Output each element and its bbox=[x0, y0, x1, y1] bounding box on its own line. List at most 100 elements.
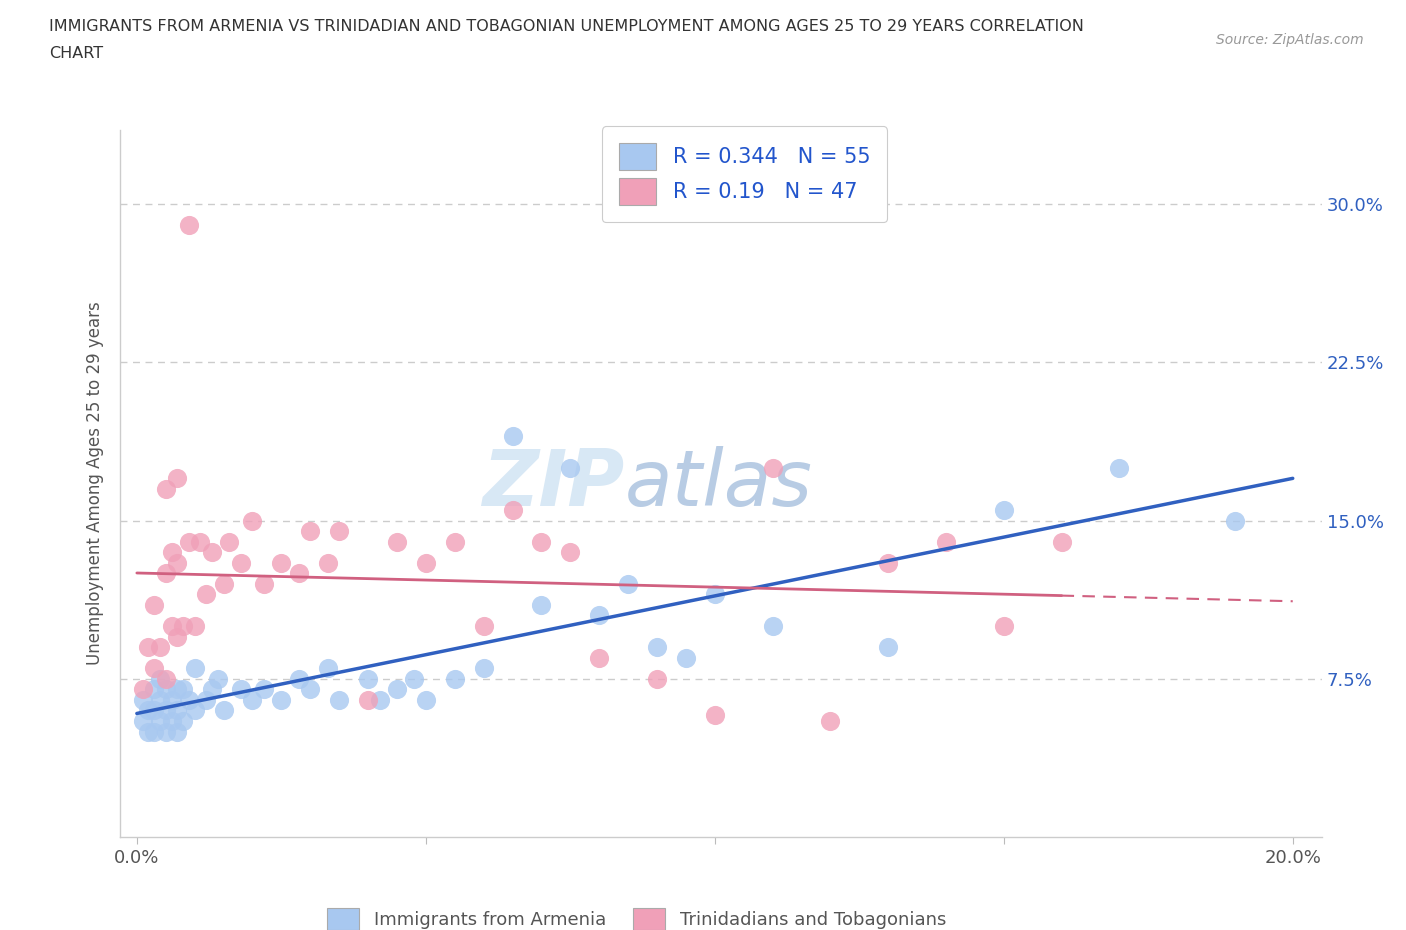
Point bbox=[143, 597, 166, 612]
Point bbox=[160, 693, 183, 708]
Point bbox=[155, 565, 177, 580]
Point bbox=[138, 640, 160, 655]
Point bbox=[155, 724, 177, 739]
Point bbox=[143, 661, 166, 676]
Point bbox=[177, 693, 200, 708]
Point bbox=[1050, 534, 1073, 549]
Point bbox=[443, 671, 465, 686]
Point bbox=[138, 703, 160, 718]
Point bbox=[253, 682, 276, 697]
Point bbox=[385, 682, 408, 697]
Point bbox=[242, 693, 264, 708]
Point bbox=[502, 502, 524, 517]
Point bbox=[703, 707, 725, 722]
Point bbox=[218, 534, 240, 549]
Point bbox=[761, 460, 783, 475]
Point bbox=[242, 513, 264, 528]
Point bbox=[229, 555, 252, 570]
Text: atlas: atlas bbox=[624, 445, 813, 522]
Point bbox=[183, 661, 205, 676]
Point bbox=[155, 703, 177, 718]
Point bbox=[560, 460, 582, 475]
Point bbox=[155, 671, 177, 686]
Point bbox=[530, 534, 553, 549]
Point bbox=[993, 618, 1015, 633]
Point bbox=[160, 713, 183, 728]
Point bbox=[316, 555, 339, 570]
Point bbox=[143, 703, 166, 718]
Point bbox=[645, 640, 668, 655]
Point bbox=[207, 671, 229, 686]
Point bbox=[502, 429, 524, 444]
Point bbox=[357, 693, 380, 708]
Point bbox=[877, 555, 900, 570]
Point bbox=[385, 534, 408, 549]
Text: IMMIGRANTS FROM ARMENIA VS TRINIDADIAN AND TOBAGONIAN UNEMPLOYMENT AMONG AGES 25: IMMIGRANTS FROM ARMENIA VS TRINIDADIAN A… bbox=[49, 19, 1084, 33]
Point bbox=[328, 524, 350, 538]
Point bbox=[177, 218, 200, 232]
Point bbox=[316, 661, 339, 676]
Point bbox=[328, 693, 350, 708]
Point bbox=[166, 555, 188, 570]
Point bbox=[212, 703, 235, 718]
Point bbox=[404, 671, 426, 686]
Point bbox=[149, 671, 172, 686]
Point bbox=[270, 555, 292, 570]
Point bbox=[675, 650, 697, 665]
Point bbox=[183, 618, 205, 633]
Point bbox=[166, 703, 188, 718]
Point bbox=[155, 682, 177, 697]
Y-axis label: Unemployment Among Ages 25 to 29 years: Unemployment Among Ages 25 to 29 years bbox=[86, 301, 104, 666]
Point bbox=[138, 724, 160, 739]
Point bbox=[368, 693, 391, 708]
Point bbox=[149, 640, 172, 655]
Point bbox=[877, 640, 900, 655]
Point bbox=[166, 682, 188, 697]
Point bbox=[299, 682, 322, 697]
Point bbox=[166, 724, 188, 739]
Text: ZIP: ZIP bbox=[482, 445, 624, 522]
Point bbox=[201, 682, 224, 697]
Point bbox=[443, 534, 465, 549]
Point bbox=[183, 703, 205, 718]
Point bbox=[160, 618, 183, 633]
Point bbox=[415, 555, 437, 570]
Point bbox=[149, 693, 172, 708]
Point bbox=[212, 577, 235, 591]
Point bbox=[143, 724, 166, 739]
Point bbox=[177, 534, 200, 549]
Point bbox=[935, 534, 957, 549]
Point bbox=[166, 629, 188, 644]
Point bbox=[172, 618, 194, 633]
Point bbox=[617, 577, 640, 591]
Point bbox=[560, 545, 582, 560]
Point bbox=[287, 565, 309, 580]
Point bbox=[131, 682, 153, 697]
Point bbox=[131, 713, 153, 728]
Text: CHART: CHART bbox=[49, 46, 103, 61]
Point bbox=[253, 577, 276, 591]
Point bbox=[229, 682, 252, 697]
Point bbox=[270, 693, 292, 708]
Point bbox=[201, 545, 224, 560]
Point bbox=[131, 693, 153, 708]
Point bbox=[1108, 460, 1130, 475]
Point bbox=[149, 713, 172, 728]
Point bbox=[143, 682, 166, 697]
Point bbox=[703, 587, 725, 602]
Point bbox=[357, 671, 380, 686]
Point bbox=[166, 471, 188, 485]
Point bbox=[287, 671, 309, 686]
Text: Source: ZipAtlas.com: Source: ZipAtlas.com bbox=[1216, 33, 1364, 46]
Point bbox=[588, 608, 610, 623]
Point bbox=[172, 682, 194, 697]
Point bbox=[472, 661, 495, 676]
Point bbox=[993, 502, 1015, 517]
Point bbox=[761, 618, 783, 633]
Legend: Immigrants from Armenia, Trinidadians and Tobagonians: Immigrants from Armenia, Trinidadians an… bbox=[318, 899, 955, 930]
Point bbox=[1223, 513, 1246, 528]
Point bbox=[645, 671, 668, 686]
Point bbox=[155, 482, 177, 497]
Point bbox=[820, 713, 842, 728]
Point bbox=[172, 713, 194, 728]
